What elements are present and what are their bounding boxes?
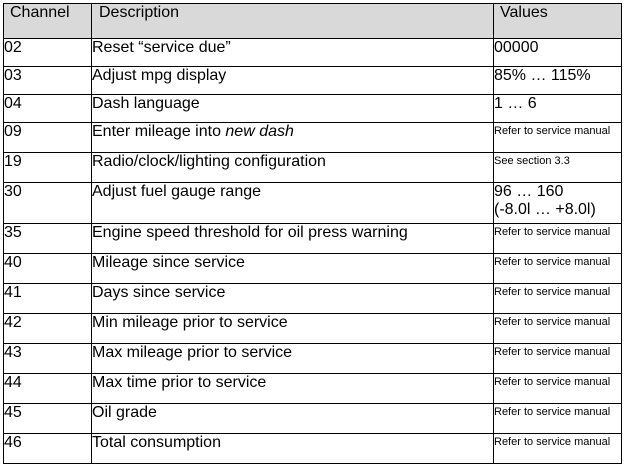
table-row: 04 Dash language 1 … 6 — [3, 94, 622, 123]
value-cell: Refer to service manual — [493, 313, 622, 344]
description-cell: Adjust mpg display — [91, 66, 494, 95]
description-cell: Max time prior to service — [91, 373, 494, 404]
description-cell: Radio/clock/lighting configuration — [91, 152, 494, 183]
channel-cell: 30 — [3, 182, 92, 224]
value-cell: 85% … 115% — [493, 66, 622, 95]
table-row: 19 Radio/clock/lighting configuration Se… — [3, 152, 622, 183]
table-row: 30 Adjust fuel gauge range 96 … 160 (-8.0… — [3, 182, 622, 224]
channel-cell: 02 — [3, 38, 92, 67]
value-cell: 00000 — [493, 38, 622, 67]
channel-cell: 46 — [3, 433, 92, 464]
table-row: 40 Mileage since service Refer to servic… — [3, 253, 622, 284]
description-cell: Min mileage prior to service — [91, 313, 494, 344]
channel-cell: 04 — [3, 94, 92, 123]
value-cell: See section 3.3 — [493, 152, 622, 183]
description-cell: Total consumption — [91, 433, 494, 464]
channel-cell: 03 — [3, 66, 92, 95]
value-cell: 96 … 160 (-8.0l … +8.0l) — [493, 182, 622, 224]
table-row: 09 Enter mileage into new dash Refer to … — [3, 122, 622, 153]
value-cell: 1 … 6 — [493, 94, 622, 123]
description-cell: Mileage since service — [91, 253, 494, 284]
description-text: Enter mileage into — [92, 123, 226, 141]
header-description: Description — [91, 3, 494, 39]
value-line-2: (-8.0l … +8.0l) — [494, 201, 596, 218]
value-line-1: 96 … 160 — [494, 183, 564, 201]
channel-cell: 35 — [3, 223, 92, 254]
description-cell: Engine speed threshold for oil press war… — [91, 223, 494, 254]
description-cell: Adjust fuel gauge range — [91, 182, 494, 224]
header-values: Values — [493, 3, 622, 39]
table-row: 41 Days since service Refer to service m… — [3, 283, 622, 314]
channel-cell: 44 — [3, 373, 92, 404]
value-cell: Refer to service manual — [493, 122, 622, 153]
table-row: 44 Max time prior to service Refer to se… — [3, 373, 622, 404]
value-cell: Refer to service manual — [493, 283, 622, 314]
channel-cell: 09 — [3, 122, 92, 153]
description-cell: Dash language — [91, 94, 494, 123]
description-italic-text: new dash — [225, 123, 294, 141]
table-row: 35 Engine speed threshold for oil press … — [3, 223, 622, 254]
table-header-row: Channel Description Values — [3, 3, 622, 39]
channel-cell: 45 — [3, 403, 92, 434]
channel-cell: 43 — [3, 343, 92, 374]
value-cell: Refer to service manual — [493, 433, 622, 464]
value-cell: Refer to service manual — [493, 343, 622, 374]
channel-cell: 42 — [3, 313, 92, 344]
table-row: 03 Adjust mpg display 85% … 115% — [3, 66, 622, 95]
value-cell: Refer to service manual — [493, 403, 622, 434]
table-row: 42 Min mileage prior to service Refer to… — [3, 313, 622, 344]
value-cell: Refer to service manual — [493, 373, 622, 404]
table-row: 45 Oil grade Refer to service manual — [3, 403, 622, 434]
channel-table: Channel Description Values 02 Reset “ser… — [3, 3, 622, 464]
description-cell: Reset “service due” — [91, 38, 494, 67]
channel-cell: 41 — [3, 283, 92, 314]
channel-cell: 40 — [3, 253, 92, 284]
value-cell: Refer to service manual — [493, 253, 622, 284]
table-row: 02 Reset “service due” 00000 — [3, 38, 622, 67]
value-cell: Refer to service manual — [493, 223, 622, 254]
header-channel: Channel — [3, 3, 92, 39]
description-cell: Max mileage prior to service — [91, 343, 494, 374]
table-row: 43 Max mileage prior to service Refer to… — [3, 343, 622, 374]
description-cell: Days since service — [91, 283, 494, 314]
channel-table-sheet: Channel Description Values 02 Reset “ser… — [3, 3, 622, 464]
channel-cell: 19 — [3, 152, 92, 183]
table-row: 46 Total consumption Refer to service ma… — [3, 433, 622, 464]
description-cell: Enter mileage into new dash — [91, 122, 494, 153]
description-cell: Oil grade — [91, 403, 494, 434]
